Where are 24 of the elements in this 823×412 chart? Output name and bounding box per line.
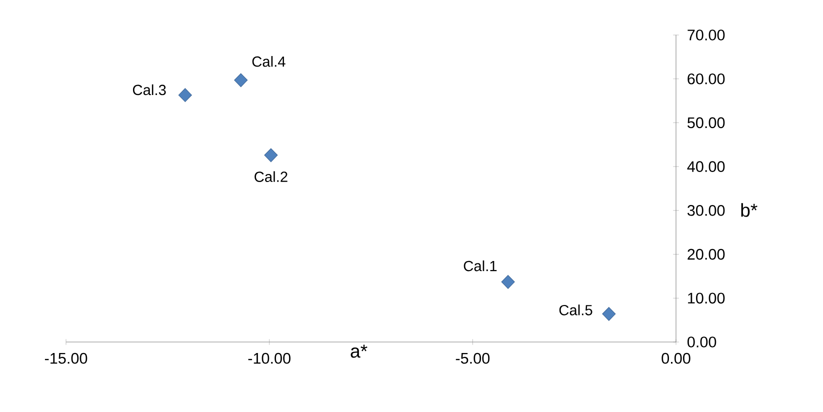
point: [178, 88, 192, 102]
annotation: Cal.4: [252, 56, 286, 67]
x-tick-label: -15.00: [44, 352, 88, 364]
y-tick-label: 40.00: [687, 161, 725, 172]
y-tick-label: 20.00: [688, 248, 725, 260]
annotation: Cal.2: [254, 171, 288, 182]
y-tick-label: 70.00: [688, 30, 725, 40]
point: [501, 274, 515, 289]
y-tick-label: 10.00: [688, 292, 725, 304]
annotation: Cal.5: [559, 304, 592, 316]
point: [602, 307, 616, 321]
y-tick-label: 50.00: [688, 117, 725, 128]
x-tick-label: -10.00: [248, 352, 290, 364]
y-tick-label: 60.00: [688, 73, 725, 84]
annotation: Cal.3: [132, 84, 166, 96]
x-tick-label: -5.00: [456, 352, 490, 364]
point: [264, 148, 278, 162]
point: [234, 73, 248, 88]
x-tick-label: 0.00: [662, 352, 690, 364]
y-tick-label: 30.00: [687, 205, 725, 216]
y-axis-title: b*: [741, 203, 758, 217]
y-tick-label: 0.00: [688, 336, 716, 348]
annotation: Cal.1: [464, 260, 497, 272]
x-axis-title: a*: [350, 344, 368, 358]
